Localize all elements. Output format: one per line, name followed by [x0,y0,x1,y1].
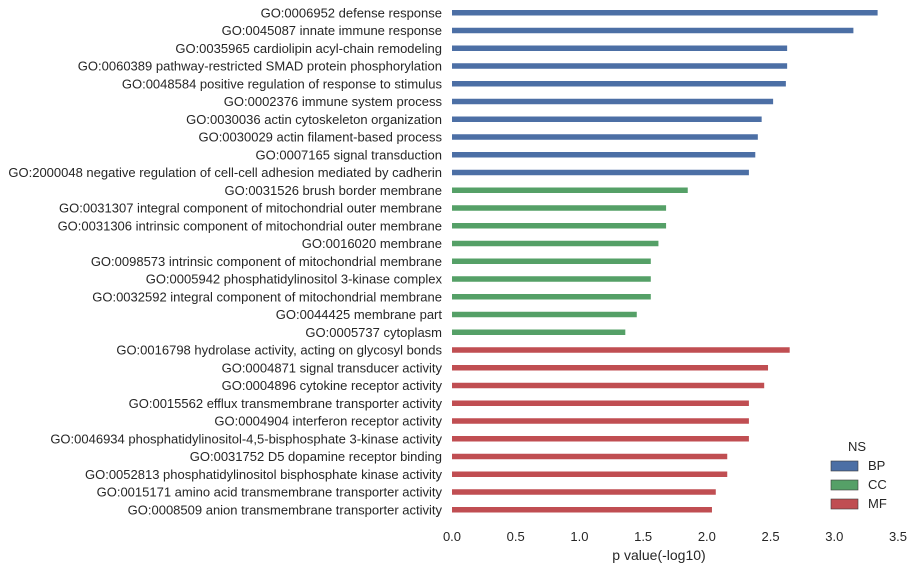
category-label: GO:0015562 efflux transmembrane transpor… [129,396,443,411]
bar-cc [452,329,626,335]
bar-bp [452,152,756,158]
category-label: GO:0006952 defense response [261,5,442,20]
bar-mf [452,453,728,460]
x-tick-label: 3.0 [825,529,843,544]
bar-cc [452,240,659,247]
category-label: GO:0052813 phosphatidylinositol bisphosp… [85,467,443,482]
category-label: GO:0015171 amino acid transmembrane tran… [97,485,443,500]
bar-bp [452,10,878,16]
bar-cc [452,258,651,264]
x-tick-label: 0.5 [507,529,525,544]
bar-cc [452,187,688,193]
category-label: GO:0031752 D5 dopamine receptor binding [190,449,442,464]
category-label: GO:0030029 actin filament-based process [198,130,442,145]
x-axis-ticks: 0.0 0.5 1.0 1.5 2.0 2.5 3.0 3.5 [443,529,907,544]
bar-bp [452,45,788,51]
category-label: GO:0008509 anion transmembrane transport… [128,502,443,517]
category-label: GO:0048584 positive regulation of respon… [122,76,443,91]
bar-cc [452,205,667,211]
bar-bp [452,27,854,34]
bar-mf [452,365,769,371]
category-label: GO:0005942 phosphatidylinositol 3-kinase… [146,272,443,287]
category-label: GO:0016798 hydrolase activity, acting on… [116,343,442,358]
category-label: GO:0045087 innate immune response [222,23,442,38]
x-tick-label: 0.0 [443,529,461,544]
bar-mf [452,507,712,513]
bar-mf [452,400,749,406]
category-label: GO:0002376 immune system process [224,94,443,109]
category-label: GO:0005737 cytoplasm [305,325,442,340]
category-label: GO:2000048 negative regulation of cell-c… [8,165,442,180]
x-tick-label: 2.0 [698,529,716,544]
bar-cc [452,311,637,318]
category-label: GO:0030036 actin cytoskeleton organizati… [186,112,442,127]
category-label: GO:0004904 interferon receptor activity [214,414,442,429]
bars-layer [452,10,878,513]
legend-title: NS [848,439,866,454]
bar-cc [452,276,651,282]
category-label: GO:0031307 integral component of mitocho… [59,201,442,216]
x-tick-label: 3.5 [889,529,907,544]
category-label: GO:0032592 integral component of mitocho… [92,289,442,304]
x-tick-label: 1.5 [634,529,652,544]
bar-mf [452,471,728,477]
bar-bp [452,116,762,122]
category-labels: GO:0006952 defense response GO:0045087 in… [8,5,442,517]
x-axis-label: p value(-log10) [612,547,705,563]
bar-cc [452,294,651,300]
category-label: GO:0060389 pathway-restricted SMAD prote… [78,59,442,74]
category-label: GO:0016020 membrane [302,236,442,251]
bar-bp [452,134,758,140]
legend-label-cc: CC [868,477,887,492]
bar-mf [452,418,749,424]
bar-mf [452,489,716,495]
legend: NS BP CC MF [830,439,887,511]
category-label: GO:0098573 intrinsic component of mitoch… [91,254,442,269]
legend-items: BP CC MF [830,458,887,511]
bar-bp [452,63,788,69]
legend-label-mf: MF [868,496,887,511]
category-label: GO:0044425 membrane part [276,307,443,322]
x-tick-label: 1.0 [570,529,588,544]
legend-label-bp: BP [868,458,885,473]
category-label: GO:0046934 phosphatidylinositol-4,5-bisp… [50,431,442,446]
bar-mf [452,347,790,353]
category-label: GO:0035965 cardiolipin acyl-chain remode… [175,41,442,56]
bar-bp [452,81,786,87]
legend-swatch-mf [830,498,859,510]
bar-bp [452,169,749,176]
legend-swatch-cc [830,479,859,491]
bar-cc [452,223,667,229]
x-tick-label: 2.5 [762,529,780,544]
bar-bp [452,98,774,105]
category-label: GO:0007165 signal transduction [256,147,442,162]
category-label: GO:0031306 intrinsic component of mitoch… [58,218,442,233]
category-label: GO:0004896 cytokine receptor activity [222,378,443,393]
legend-swatch-bp [830,460,859,472]
bar-mf [452,382,765,389]
category-label: GO:0031526 brush border membrane [224,183,442,198]
category-label: GO:0004871 signal transducer activity [222,360,443,375]
bar-mf [452,436,749,442]
